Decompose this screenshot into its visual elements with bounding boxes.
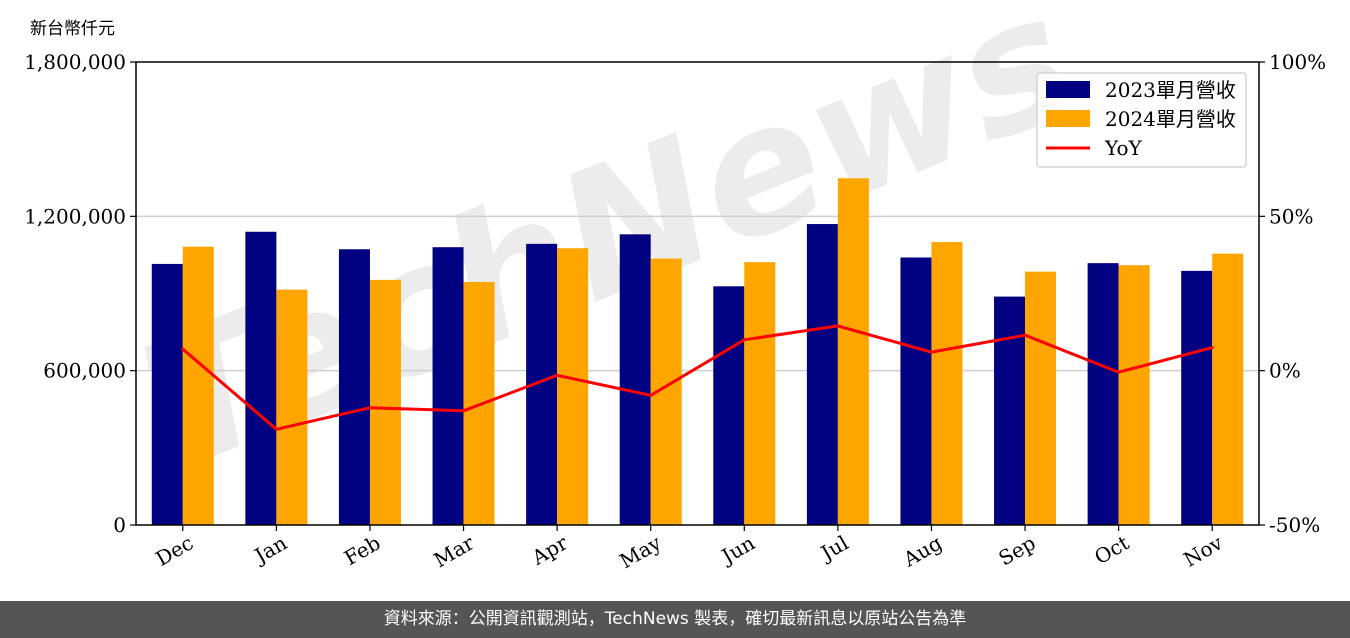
bar-2024-aug [931,242,963,526]
bar-2024-dec [182,246,214,526]
bar-2024-jul [837,178,869,525]
bar-2024-apr [557,248,589,525]
y2-tick-label: 50% [1269,204,1313,228]
bar-2023-jul [806,224,838,526]
y2-tick-label: 0% [1269,359,1301,383]
yoy-point-jan [274,427,278,431]
legend-swatch-2023 [1046,81,1090,98]
x-tick-label: Jun [716,530,759,569]
bar-2024-jan [276,289,308,525]
bar-2023-nov [1181,270,1213,525]
yoy-point-feb [368,406,372,410]
yoy-point-dec [181,347,185,351]
yoy-point-oct [1117,370,1121,374]
y2-tick-label: -50% [1269,513,1320,537]
source-footer: 資料來源：公開資訊觀測站，TechNews 製表，確切最新訊息以原站公告為準 [0,601,1350,638]
bar-2023-may [619,234,651,526]
y-tick-label: 1,200,000 [24,204,126,228]
x-tick-label: Feb [340,531,384,570]
yoy-line [181,324,1213,431]
revenue-chart: TechNews 0600,0001,200,0001,800,000-50%0… [24,0,1326,573]
x-tick-label: Apr [527,530,572,570]
y2-tick-label: 100% [1269,50,1326,74]
y-axis-unit-label: 新台幣仟元 [30,19,115,39]
bar-2023-dec [151,263,183,525]
legend-label: 2024單月營收 [1105,107,1236,131]
yoy-point-sep [1023,333,1027,337]
x-tick-label: Jan [249,530,291,568]
bar-2024-sep [1025,271,1057,525]
bar-2024-oct [1118,265,1150,525]
y-tick-label: 0 [113,513,126,537]
yoy-point-aug [929,350,933,354]
legend-label: YoY [1104,136,1143,160]
x-tick-label: Dec [151,531,197,571]
yoy-point-jul [836,324,840,328]
x-tick-label: Nov [1179,530,1227,572]
x-tick-label: Mar [430,530,479,572]
yoy-line-layer [181,324,1214,431]
yoy-point-mar [462,409,466,413]
yoy-point-may [649,393,653,397]
bars [151,178,1244,526]
legend-label: 2023單月營收 [1105,78,1236,102]
x-tick-label: Jul [815,531,852,566]
bar-2023-jun [713,286,745,525]
legend: 2023單月營收 2024單月營收 YoY [1036,72,1247,168]
bar-2024-feb [369,279,401,525]
yoy-point-jun [742,338,746,342]
y-tick-label: 600,000 [43,359,126,383]
yoy-point-apr [555,373,559,377]
bar-2023-mar [432,247,464,525]
legend-swatch-2024 [1046,110,1090,127]
bar-2024-nov [1212,253,1244,525]
bar-2024-jun [744,262,776,525]
bar-2023-aug [900,257,932,525]
x-tick-label: Sep [994,531,1039,571]
bar-2023-jan [245,231,277,525]
x-tick-label: May [615,530,665,573]
yoy-point-nov [1210,346,1214,350]
y-tick-label: 1,800,000 [24,50,126,74]
plot-frame [135,61,1260,526]
x-tick-label: Aug [898,530,946,571]
bar-2023-feb [338,249,370,525]
bar-2023-oct [1087,263,1119,525]
bar-2023-sep [994,296,1026,525]
x-tick-label: Oct [1090,531,1133,570]
grid [136,215,1259,372]
